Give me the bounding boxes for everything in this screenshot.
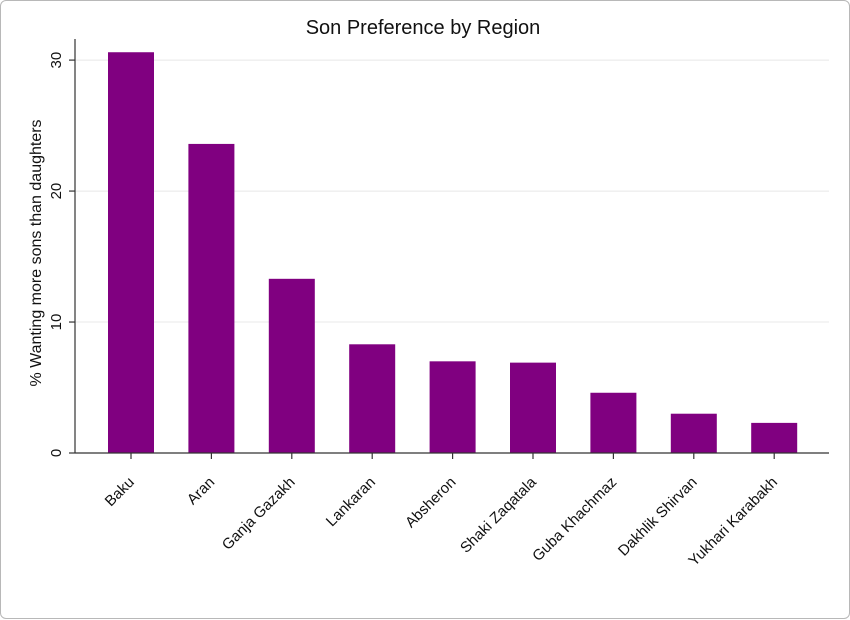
x-tick-label: Dakhlik Shirvan: [615, 474, 701, 560]
bar: [268, 278, 315, 453]
bar: [108, 52, 154, 453]
bar: [670, 413, 717, 453]
y-tick-label: 20: [48, 183, 65, 200]
y-tick-label: 10: [48, 314, 65, 331]
bar: [349, 344, 396, 453]
x-tick-label: Aran: [184, 474, 218, 508]
axes: [69, 39, 829, 459]
bar: [188, 143, 235, 453]
chart-title: Son Preference by Region: [306, 17, 541, 39]
bar: [590, 392, 637, 453]
x-tick-label: Ganja Gazakh: [219, 474, 299, 554]
y-tick-labels: 0 10 20 30: [48, 52, 65, 457]
x-tick-label: Guba Khachmaz: [529, 474, 620, 565]
gridlines: [75, 59, 829, 323]
x-tick-label: Shaki Zaqatala: [457, 473, 540, 556]
y-axis-title: % Wanting more sons than daughters: [28, 119, 45, 386]
x-tick-label: Lankaran: [323, 474, 379, 530]
bars: [108, 52, 798, 453]
x-tick-label: Absheron: [402, 474, 459, 531]
y-tick-label: 30: [48, 52, 65, 69]
x-tick-label: Yukhari Karabakh: [685, 474, 781, 570]
x-tick-labels: Baku Aran Ganja Gazakh Lankaran AbsheronShak…: [102, 473, 781, 569]
y-tick-label: 0: [48, 449, 65, 457]
bar: [429, 361, 476, 453]
x-tick-label: Baku: [102, 474, 138, 510]
bar: [510, 362, 556, 453]
bar: [751, 422, 798, 453]
